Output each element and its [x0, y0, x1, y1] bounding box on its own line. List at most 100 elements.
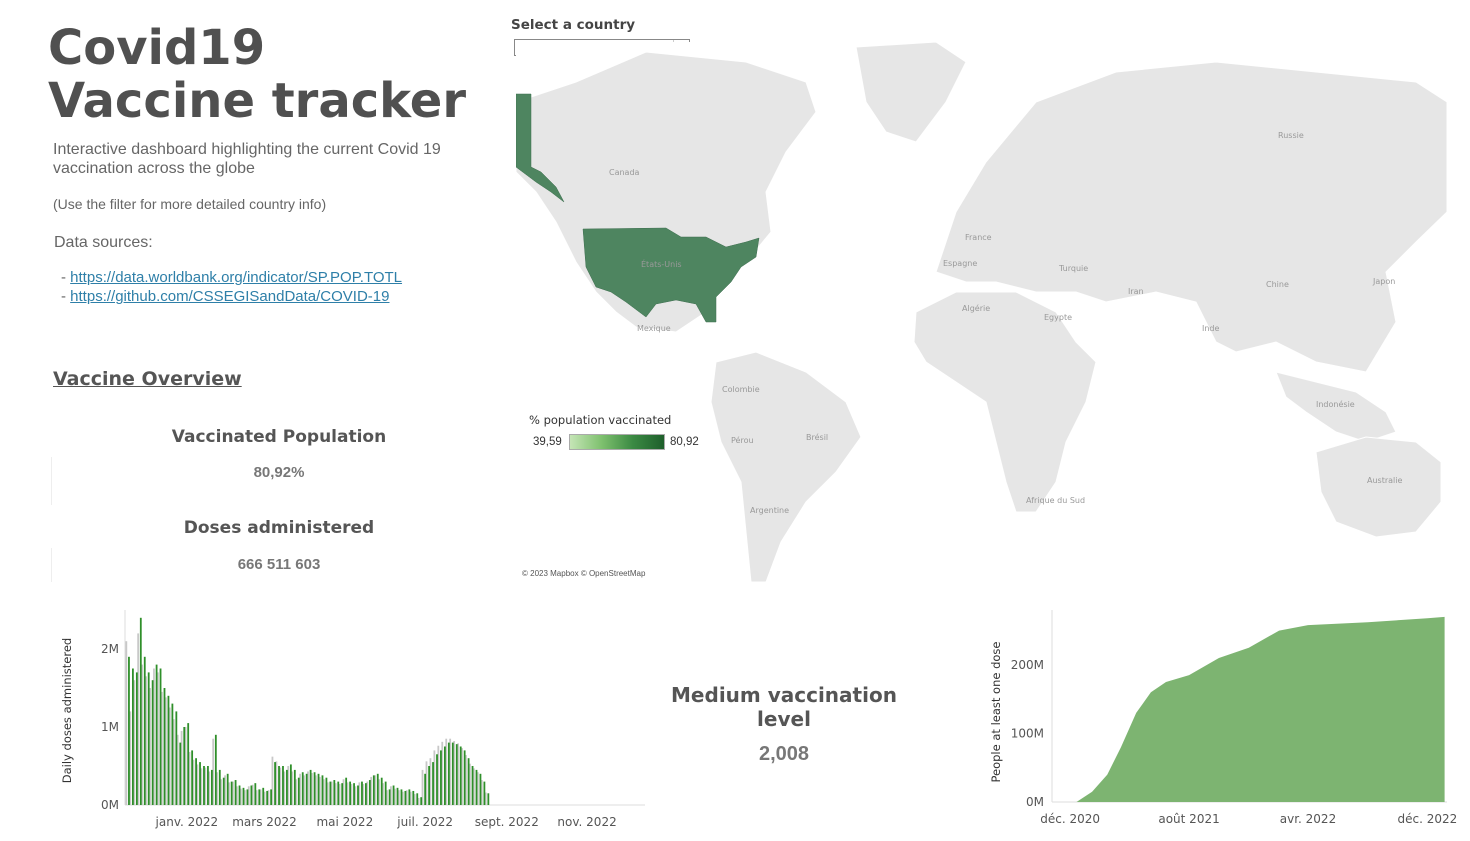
bar[interactable] — [196, 764, 199, 805]
bar[interactable] — [382, 783, 384, 805]
bar[interactable] — [299, 773, 301, 805]
daily-doses-chart[interactable]: 0M 1M 2M janv. 2022 mars 2022 mai 2022 juil. 2… — [40, 600, 660, 840]
bar[interactable] — [287, 766, 290, 805]
bar[interactable] — [172, 719, 175, 805]
bar[interactable] — [463, 750, 466, 805]
bar[interactable] — [238, 785, 241, 806]
bar[interactable] — [483, 781, 486, 805]
bar[interactable] — [141, 664, 144, 805]
bar[interactable] — [243, 790, 246, 805]
bar[interactable] — [279, 767, 282, 805]
bar[interactable] — [461, 748, 463, 805]
bar[interactable] — [311, 773, 313, 805]
bar[interactable] — [164, 697, 167, 805]
alaska-shape[interactable] — [516, 93, 565, 203]
bar[interactable] — [459, 746, 462, 806]
bar[interactable] — [401, 791, 404, 805]
bar[interactable] — [487, 793, 490, 805]
bar[interactable] — [247, 786, 250, 805]
bar[interactable] — [472, 768, 475, 805]
bar[interactable] — [275, 761, 278, 805]
bar[interactable] — [443, 746, 446, 806]
bar[interactable] — [374, 775, 377, 805]
bar[interactable] — [455, 744, 458, 805]
bar[interactable] — [235, 786, 238, 805]
bar[interactable] — [131, 668, 134, 806]
bar[interactable] — [135, 672, 138, 805]
bar[interactable] — [128, 656, 130, 805]
bar[interactable] — [330, 781, 333, 805]
bar[interactable] — [436, 754, 438, 805]
bar[interactable] — [465, 755, 467, 805]
bar[interactable] — [445, 738, 448, 805]
bar[interactable] — [145, 676, 147, 805]
bar[interactable] — [254, 783, 257, 805]
bar[interactable] — [204, 767, 207, 805]
bar[interactable] — [259, 789, 262, 805]
bar[interactable] — [428, 766, 431, 805]
bar[interactable] — [314, 775, 317, 805]
bar[interactable] — [208, 771, 211, 805]
bar[interactable] — [151, 680, 154, 805]
bar[interactable] — [329, 781, 332, 805]
bar[interactable] — [200, 768, 203, 805]
bar[interactable] — [337, 781, 340, 805]
bar[interactable] — [384, 781, 387, 805]
bar[interactable] — [321, 775, 324, 805]
bar[interactable] — [250, 785, 253, 806]
bar[interactable] — [325, 777, 328, 805]
bar[interactable] — [224, 775, 226, 805]
bar[interactable] — [176, 734, 179, 805]
bar[interactable] — [274, 762, 276, 805]
bar[interactable] — [199, 762, 201, 805]
bar[interactable] — [234, 780, 237, 805]
bar[interactable] — [353, 783, 355, 805]
bar[interactable] — [313, 772, 316, 805]
bar[interactable] — [390, 786, 392, 805]
bar[interactable] — [180, 730, 183, 805]
greenland-land[interactable] — [855, 42, 967, 143]
bar[interactable] — [226, 773, 229, 805]
bar[interactable] — [342, 779, 345, 805]
bar[interactable] — [400, 789, 403, 805]
bar[interactable] — [476, 772, 479, 805]
bar[interactable] — [171, 703, 174, 805]
bar[interactable] — [214, 734, 217, 805]
bar[interactable] — [341, 783, 344, 805]
bar[interactable] — [334, 783, 337, 805]
bar[interactable] — [195, 758, 197, 805]
bar[interactable] — [246, 789, 249, 805]
bar[interactable] — [232, 781, 234, 805]
bar[interactable] — [479, 773, 482, 805]
bar[interactable] — [159, 668, 162, 806]
bar[interactable] — [449, 738, 452, 805]
bar[interactable] — [412, 790, 415, 805]
bar[interactable] — [480, 780, 483, 805]
europe-asia-land[interactable] — [935, 61, 1447, 373]
bar[interactable] — [263, 791, 266, 805]
bar[interactable] — [255, 790, 258, 805]
bar[interactable] — [441, 741, 444, 805]
bar[interactable] — [380, 777, 383, 805]
bar[interactable] — [354, 786, 357, 805]
bar[interactable] — [278, 766, 280, 805]
bar[interactable] — [175, 711, 178, 805]
bar[interactable] — [220, 779, 223, 805]
bar[interactable] — [270, 789, 273, 805]
bar[interactable] — [210, 769, 213, 805]
bar[interactable] — [447, 742, 450, 805]
bar[interactable] — [167, 695, 170, 805]
bar[interactable] — [267, 790, 270, 805]
bar[interactable] — [388, 789, 391, 805]
bar[interactable] — [453, 741, 456, 805]
bar[interactable] — [262, 787, 265, 805]
bar[interactable] — [405, 790, 408, 805]
bar[interactable] — [333, 780, 336, 805]
bar[interactable] — [143, 656, 146, 805]
bar[interactable] — [303, 775, 305, 805]
bar[interactable] — [338, 783, 341, 805]
bar[interactable] — [368, 780, 371, 805]
bar[interactable] — [309, 769, 312, 805]
bar[interactable] — [155, 664, 158, 805]
bar[interactable] — [386, 790, 388, 805]
